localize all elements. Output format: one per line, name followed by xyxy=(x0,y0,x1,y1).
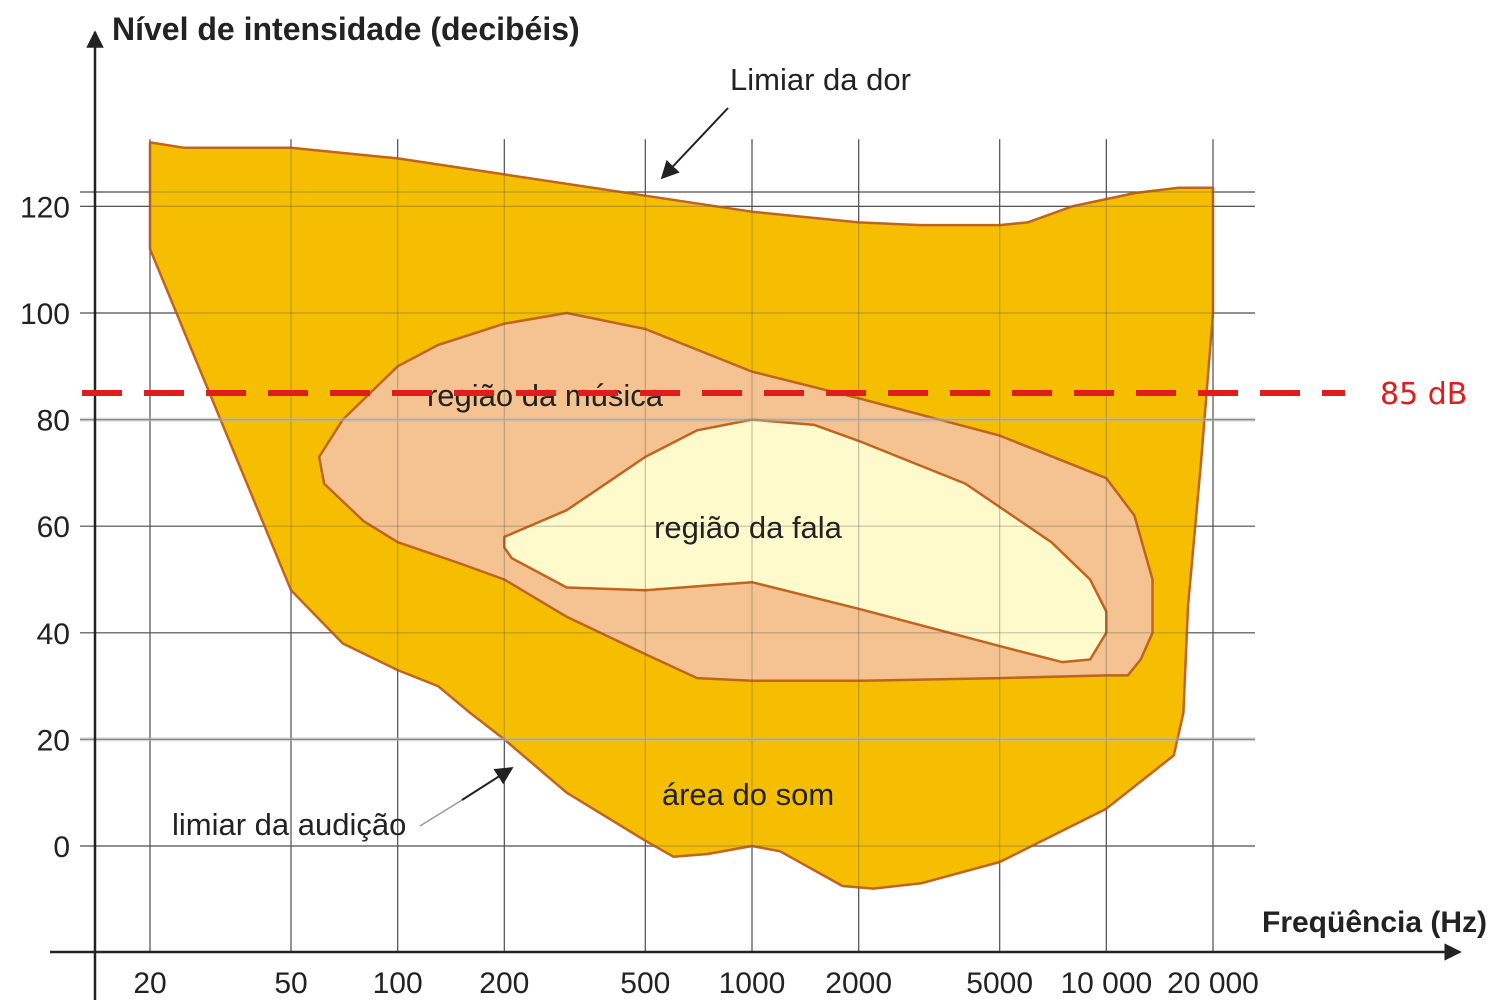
x-axis-label: Freqüência (Hz) xyxy=(1262,906,1487,939)
y-tick-labels: 0 20 40 60 80 100 120 xyxy=(20,191,70,864)
speech-region-label: região da fala xyxy=(654,510,843,545)
y-axis-label: Nível de intensidade (decibéis) xyxy=(112,11,580,47)
x-tick-label: 500 xyxy=(620,967,670,1000)
speech-region xyxy=(503,418,1108,664)
hearing-threshold-leader xyxy=(419,799,463,827)
pain-threshold-arrow xyxy=(660,107,729,180)
y-tick-label: 0 xyxy=(53,831,70,864)
hearing-threshold-arrow xyxy=(461,767,514,801)
reference-line-label: 85 dB xyxy=(1380,377,1467,412)
x-tick-label: 200 xyxy=(479,967,529,1000)
x-tick-labels: 20 50 100 200 500 1000 2000 5000 10 000 20 000 xyxy=(133,967,1259,1000)
y-tick-label: 20 xyxy=(37,724,70,757)
x-tick-label: 20 xyxy=(133,967,166,1000)
y-tick-label: 80 xyxy=(37,405,70,438)
sound-area-label: área do som xyxy=(662,777,834,812)
regions xyxy=(148,141,1215,890)
y-tick-label: 60 xyxy=(37,511,70,544)
hearing-threshold-label: limiar da audição xyxy=(172,807,406,842)
x-tick-label: 2000 xyxy=(825,967,892,1000)
x-tick-label: 100 xyxy=(373,967,423,1000)
y-tick-label: 40 xyxy=(37,618,70,651)
y-tick-label: 100 xyxy=(20,298,70,331)
x-tick-label: 50 xyxy=(274,967,307,1000)
pain-threshold-label: Limiar da dor xyxy=(730,62,911,97)
x-tick-label: 10 000 xyxy=(1060,967,1152,1000)
x-tick-label: 5000 xyxy=(966,967,1033,1000)
y-tick-label: 120 xyxy=(20,191,70,224)
x-tick-label: 20 000 xyxy=(1167,967,1259,1000)
grid-overlay xyxy=(80,139,1255,952)
x-tick-label: 1000 xyxy=(719,967,786,1000)
